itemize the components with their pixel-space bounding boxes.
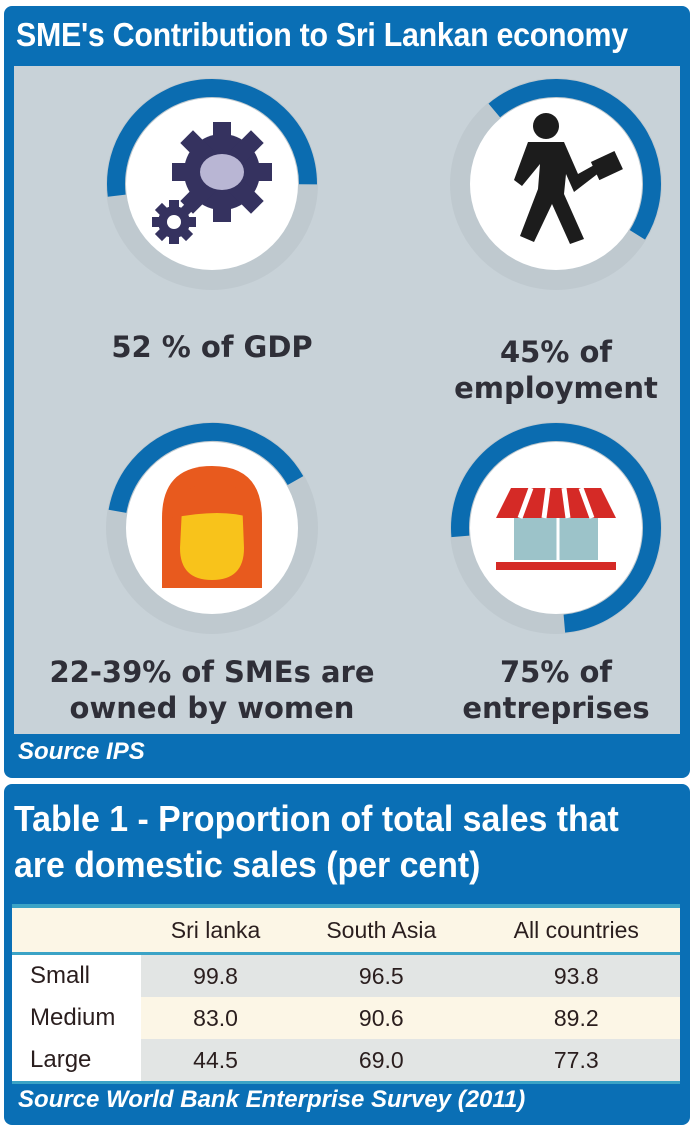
enterprises-arc bbox=[451, 423, 661, 633]
employment-arc bbox=[488, 79, 661, 240]
employment-caption: 45% of employment bbox=[386, 334, 696, 406]
cell: 89.2 bbox=[472, 997, 680, 1039]
header-south-asia: South Asia bbox=[290, 904, 473, 955]
cell: 99.8 bbox=[141, 953, 291, 997]
gdp-ring bbox=[106, 78, 318, 290]
stats-area: 52 % of GDP 45% of employment 22-39% of S… bbox=[14, 66, 680, 734]
stat-gdp bbox=[42, 74, 382, 294]
employment-caption-line1: 45% of bbox=[499, 335, 613, 369]
stat-women bbox=[42, 418, 382, 638]
table-title-line1: Table 1 - Proportion of total sales that bbox=[14, 798, 619, 839]
cell: 83.0 bbox=[141, 997, 291, 1039]
cell: 77.3 bbox=[472, 1039, 680, 1084]
cell: 90.6 bbox=[290, 997, 473, 1039]
table-row: Large 44.5 69.0 77.3 bbox=[12, 1039, 680, 1084]
ips-source: Source IPS bbox=[18, 738, 145, 765]
table-title: Table 1 - Proportion of total sales that… bbox=[14, 796, 619, 888]
row-label: Medium bbox=[12, 997, 141, 1039]
women-caption-line1: 22-39% of SMEs are bbox=[49, 655, 375, 689]
woman-icon bbox=[162, 466, 262, 588]
table-row: Medium 83.0 90.6 89.2 bbox=[12, 997, 680, 1039]
cell: 44.5 bbox=[141, 1039, 291, 1084]
storefront-icon bbox=[496, 487, 616, 570]
row-label: Large bbox=[12, 1039, 141, 1084]
cell: 96.5 bbox=[290, 953, 473, 997]
table-header-row: Sri lanka South Asia All countries bbox=[12, 904, 680, 955]
table-title-line2: are domestic sales (per cent) bbox=[14, 844, 481, 885]
header-blank bbox=[12, 904, 141, 955]
gear-icon bbox=[152, 122, 272, 244]
women-caption: 22-39% of SMEs are owned by women bbox=[32, 654, 392, 726]
header-sri-lanka: Sri lanka bbox=[141, 904, 291, 955]
infographic-title: SME's Contribution to Sri Lankan economy bbox=[16, 16, 628, 53]
cell: 93.8 bbox=[472, 953, 680, 997]
gdp-caption: 52 % of GDP bbox=[42, 329, 382, 365]
enterprises-ring bbox=[450, 422, 662, 634]
enterprises-caption: 75% of entreprises bbox=[386, 654, 696, 726]
table-row: Small 99.8 96.5 93.8 bbox=[12, 953, 680, 997]
enterprises-caption-line1: 75% of bbox=[499, 655, 613, 689]
employment-caption-line2: employment bbox=[454, 371, 658, 405]
stat-employment bbox=[386, 74, 696, 294]
women-caption-line2: owned by women bbox=[69, 691, 355, 725]
header-all-countries: All countries bbox=[472, 904, 680, 955]
cell: 69.0 bbox=[290, 1039, 473, 1084]
enterprises-caption-line2: entreprises bbox=[462, 691, 650, 725]
gdp-caption-text: 52 % of GDP bbox=[111, 330, 313, 364]
domestic-sales-table: Sri lanka South Asia All countries Small… bbox=[12, 904, 680, 1084]
businessman-icon bbox=[514, 113, 623, 244]
row-label: Small bbox=[12, 953, 141, 997]
sme-contribution-panel: SME's Contribution to Sri Lankan economy… bbox=[4, 6, 690, 778]
domestic-sales-panel: Table 1 - Proportion of total sales that… bbox=[4, 784, 690, 1125]
stat-enterprises bbox=[386, 418, 696, 638]
gdp-arc bbox=[107, 79, 317, 197]
employment-ring bbox=[450, 78, 662, 290]
women-arc bbox=[108, 423, 304, 514]
women-ring bbox=[106, 422, 318, 634]
world-bank-source: Source World Bank Enterprise Survey (201… bbox=[18, 1086, 526, 1113]
